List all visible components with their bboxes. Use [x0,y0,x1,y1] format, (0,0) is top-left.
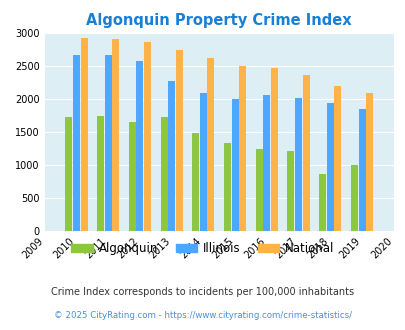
Bar [168,81,175,231]
Legend: Algonquin, Illinois, National: Algonquin, Illinois, National [66,237,339,260]
Text: Crime Index corresponds to incidents per 100,000 inhabitants: Crime Index corresponds to incidents per… [51,287,354,297]
Bar [239,66,245,231]
Bar [294,98,301,231]
Bar [365,93,372,231]
Bar [136,61,143,231]
Bar [65,117,72,231]
Bar [302,75,309,231]
Bar [144,42,151,231]
Bar [334,86,341,231]
Bar [318,174,325,231]
Bar [73,55,80,231]
Bar [326,103,333,231]
Bar [104,55,111,231]
Bar [128,122,135,231]
Bar [270,68,277,231]
Bar [97,116,104,231]
Bar [263,95,270,231]
Bar [199,93,207,231]
Bar [175,50,182,231]
Bar [160,117,167,231]
Bar [207,58,214,231]
Bar [255,149,262,231]
Bar [112,39,119,231]
Bar [224,143,230,231]
Title: Algonquin Property Crime Index: Algonquin Property Crime Index [86,13,351,28]
Bar [231,99,238,231]
Bar [350,165,357,231]
Bar [192,133,199,231]
Bar [80,38,87,231]
Bar [287,151,294,231]
Text: © 2025 CityRating.com - https://www.cityrating.com/crime-statistics/: © 2025 CityRating.com - https://www.city… [54,311,351,320]
Bar [358,109,364,231]
